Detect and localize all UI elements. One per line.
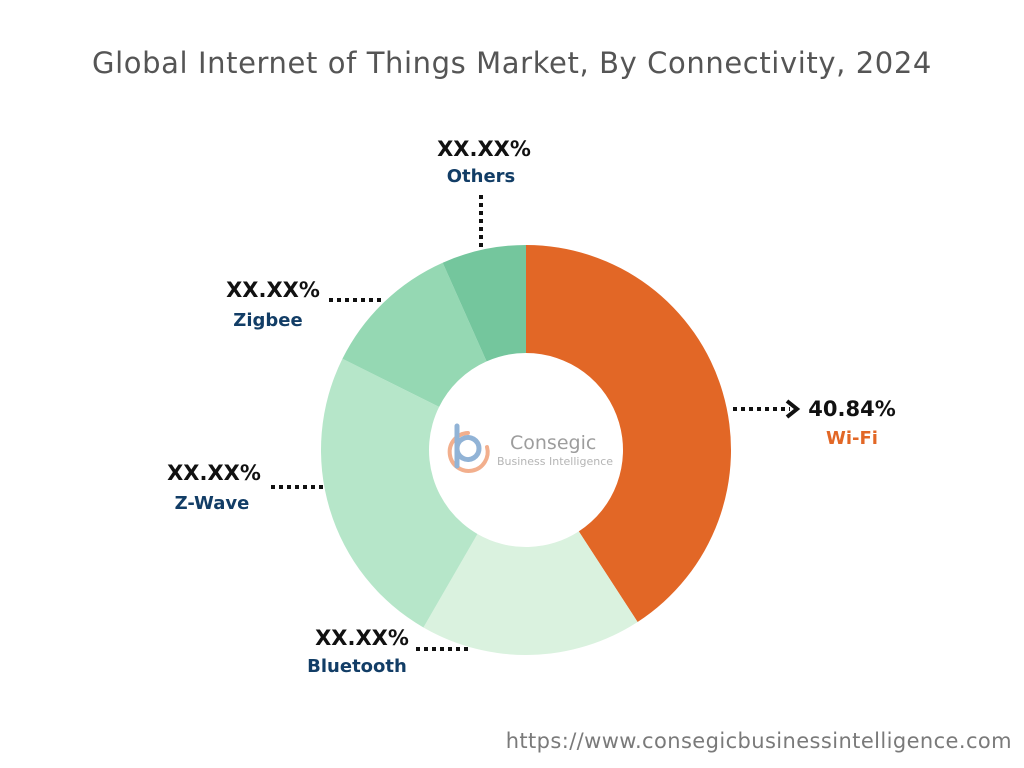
slice-z-wave [321, 358, 478, 628]
leader-arrow-icon [785, 399, 801, 419]
value-label-others: XX.XX% [437, 137, 531, 161]
value-label-zigbee: XX.XX% [226, 278, 320, 302]
category-label-z-wave: Z-Wave [175, 493, 250, 514]
donut-slices [321, 245, 731, 655]
slice-labels: 40.84% Wi-Fi XX.XX% Bluetooth XX.XX% Z-Wave XX… [167, 137, 896, 677]
slice-bluetooth [423, 531, 638, 655]
category-label-bluetooth: Bluetooth [307, 656, 407, 677]
leader-lines [271, 195, 801, 651]
slice-wi-fi [526, 245, 731, 622]
slice-zigbee [342, 262, 487, 407]
consegic-logo: Consegic Business Intelligence [447, 423, 613, 473]
value-label-z-wave: XX.XX% [167, 461, 261, 485]
logo-tagline: Business Intelligence [497, 455, 613, 468]
value-label-bluetooth: XX.XX% [315, 626, 409, 650]
slice-others [442, 245, 526, 362]
logo-name: Consegic [510, 432, 596, 454]
logo-b-mark-icon [454, 423, 482, 469]
category-label-zigbee: Zigbee [233, 310, 302, 331]
source-url: https://www.consegicbusinessintelligence… [505, 729, 1012, 753]
chart-title: Global Internet of Things Market, By Con… [92, 46, 932, 80]
category-label-wi-fi: Wi-Fi [826, 428, 878, 449]
value-label-wi-fi: 40.84% [808, 397, 895, 421]
category-label-others: Others [447, 166, 516, 187]
